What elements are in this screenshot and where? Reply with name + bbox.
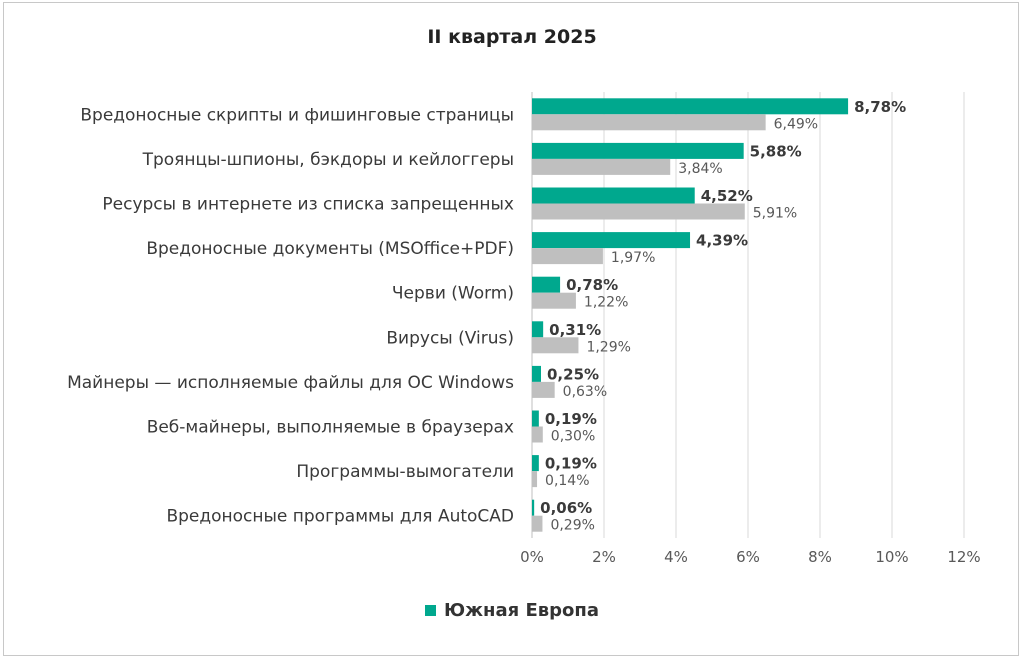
- bar-comparison: [532, 337, 579, 354]
- bar-south-europe: [532, 276, 561, 293]
- category-label: Вирусы (Virus): [386, 328, 514, 348]
- category-label: Вредоносные скрипты и фишинговые страниц…: [80, 105, 514, 125]
- data-label-comparison: 5,91%: [753, 206, 797, 222]
- bar-south-europe: [532, 142, 744, 159]
- bar-comparison: [532, 426, 543, 443]
- x-tick-label: 2%: [592, 548, 616, 566]
- data-label-south-europe: 8,78%: [854, 98, 906, 116]
- bar-south-europe: [532, 321, 544, 338]
- chart-frame: [3, 2, 1019, 656]
- data-label-comparison: 0,30%: [551, 429, 595, 445]
- bar-south-europe: [532, 499, 535, 516]
- bar-comparison: [532, 515, 543, 532]
- data-label-south-europe: 0,19%: [545, 410, 597, 428]
- bar-south-europe: [532, 365, 541, 382]
- data-label-comparison: 1,29%: [586, 339, 630, 355]
- category-label: Веб-майнеры, выполняемые в браузерах: [147, 418, 514, 438]
- data-label-south-europe: 5,88%: [750, 142, 802, 160]
- category-label: Майнеры — исполняемые файлы для ОС Windo…: [67, 373, 514, 393]
- data-label-comparison: 1,22%: [584, 295, 628, 311]
- data-label-south-europe: 4,39%: [696, 232, 748, 250]
- data-label-south-europe: 0,25%: [547, 365, 599, 383]
- bar-comparison: [532, 471, 538, 488]
- x-tick-label: 8%: [808, 548, 832, 566]
- x-tick-label: 12%: [947, 548, 980, 566]
- category-label: Программы-вымогатели: [296, 462, 514, 482]
- data-label-south-europe: 0,78%: [566, 276, 618, 294]
- bar-south-europe: [532, 232, 691, 249]
- data-label-south-europe: 0,06%: [540, 499, 592, 517]
- legend: Южная Европа: [0, 600, 1024, 621]
- chart-title: II квартал 2025: [427, 26, 597, 48]
- category-label: Вредоносные документы (MSOffice+PDF): [146, 239, 514, 259]
- data-label-comparison: 1,97%: [611, 250, 655, 266]
- x-tick-label: 4%: [664, 548, 688, 566]
- bar-comparison: [532, 248, 603, 265]
- data-label-comparison: 0,29%: [550, 518, 594, 534]
- category-label: Вредоносные программы для AutoCAD: [166, 507, 514, 527]
- bar-comparison: [532, 381, 555, 398]
- data-label-south-europe: 4,52%: [701, 187, 753, 205]
- x-tick-label: 10%: [875, 548, 908, 566]
- data-label-comparison: 0,63%: [563, 384, 607, 400]
- bar-south-europe: [532, 187, 695, 204]
- category-label: Троянцы-шпионы, бэкдоры и кейлоггеры: [142, 150, 514, 170]
- bar-south-europe: [532, 98, 849, 115]
- x-tick-label: 0%: [520, 548, 544, 566]
- legend-label: Южная Европа: [444, 600, 599, 621]
- data-label-south-europe: 0,31%: [549, 321, 601, 339]
- data-label-south-europe: 0,19%: [545, 455, 597, 473]
- bar-south-europe: [532, 410, 539, 427]
- legend-swatch: [425, 605, 437, 616]
- bar-comparison: [532, 203, 745, 220]
- data-label-comparison: 6,49%: [774, 116, 818, 132]
- bar-comparison: [532, 158, 671, 175]
- category-label: Черви (Worm): [392, 284, 514, 304]
- category-label: Ресурсы в интернете из списка запрещенны…: [102, 195, 514, 215]
- bar-comparison: [532, 292, 576, 309]
- bar-south-europe: [532, 455, 539, 472]
- data-label-comparison: 0,14%: [545, 473, 589, 489]
- bar-comparison: [532, 114, 766, 131]
- x-tick-label: 6%: [736, 548, 760, 566]
- data-label-comparison: 3,84%: [678, 161, 722, 177]
